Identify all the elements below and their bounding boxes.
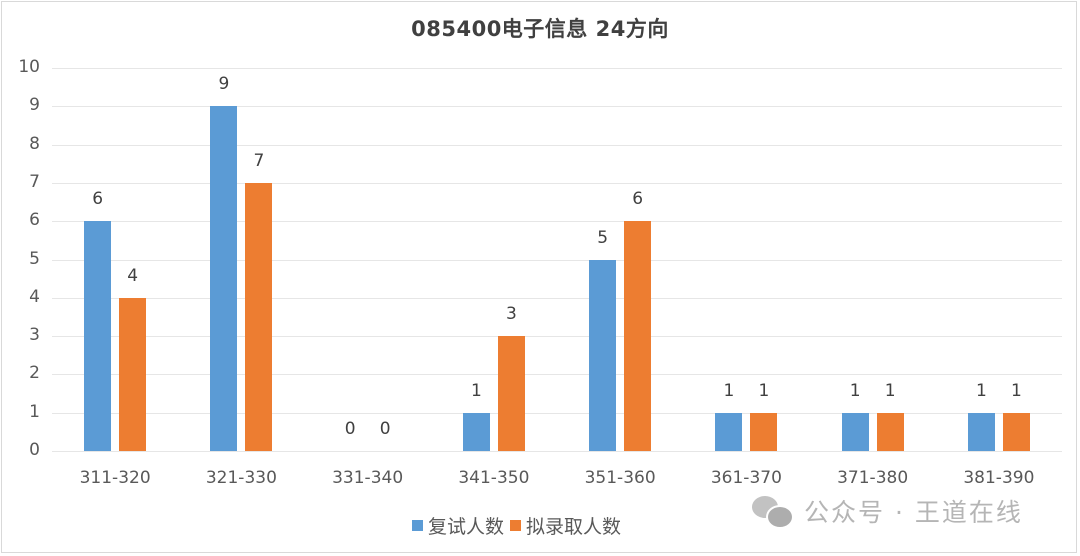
bar-admitted[interactable] [1002, 412, 1030, 451]
gridline [52, 451, 1062, 452]
bar-admitted[interactable] [876, 412, 904, 451]
gridline [52, 221, 1062, 223]
gridline [52, 144, 1062, 146]
plot-area: 0 1 2 3 4 5 6 7 8 9 10 6 4 311-320 9 7 321-330 0 0 331-340 1… [18, 57, 1062, 488]
y-tick-label: 4 [29, 286, 40, 307]
gridline [52, 106, 1062, 108]
data-label: 1 [849, 380, 861, 401]
x-tick-label: 371-380 [837, 468, 909, 488]
data-label: 6 [632, 189, 644, 210]
bar-retest[interactable] [210, 106, 238, 451]
gridline [52, 374, 1062, 376]
y-tick-label: 7 [29, 171, 40, 192]
bar-retest[interactable] [967, 412, 995, 451]
bar-admitted[interactable] [245, 182, 273, 451]
y-tick-label: 6 [29, 210, 40, 231]
x-tick-label: 351-360 [584, 468, 656, 488]
bar-retest[interactable] [715, 412, 743, 451]
bar-admitted[interactable] [624, 221, 652, 451]
data-label: 3 [505, 304, 517, 325]
gridline [52, 412, 1062, 414]
bar-retest[interactable] [841, 412, 869, 451]
bar-admitted[interactable] [497, 336, 525, 451]
data-label: 5 [597, 227, 609, 248]
data-label: 0 [344, 419, 356, 439]
x-tick-label: 381-390 [963, 468, 1035, 488]
gridline [52, 259, 1062, 261]
gridline [52, 68, 1062, 69]
y-tick-label: 9 [29, 95, 40, 116]
legend: 复试人数 拟录取人数 [412, 512, 627, 539]
y-tick-label: 5 [29, 248, 40, 269]
data-label: 0 [379, 419, 391, 439]
x-tick-label: 311-320 [79, 468, 151, 488]
y-tick-label: 10 [18, 57, 40, 77]
data-label: 1 [470, 380, 482, 401]
wechat-icon [752, 494, 796, 529]
legend-item-retest[interactable]: 复试人数 [412, 512, 504, 539]
x-tick-label: 321-330 [205, 468, 277, 488]
y-tick-label: 2 [29, 363, 40, 384]
bar-retest[interactable] [84, 221, 112, 451]
y-tick-label: 0 [29, 440, 40, 460]
y-tick-label: 8 [29, 133, 40, 154]
legend-swatch-blue [412, 520, 423, 531]
data-label: 1 [723, 380, 735, 401]
legend-item-admitted[interactable]: 拟录取人数 [510, 512, 621, 539]
x-tick-label: 341-350 [458, 468, 530, 488]
gridline [52, 182, 1062, 184]
gridline [52, 297, 1062, 299]
chart-title: 085400电子信息 24方向 [411, 17, 669, 41]
bar-admitted[interactable] [750, 412, 778, 451]
legend-label: 拟录取人数 [526, 516, 622, 538]
data-label: 1 [884, 380, 896, 401]
x-tick-label: 331-340 [332, 468, 404, 488]
data-label: 1 [975, 380, 987, 401]
legend-label: 复试人数 [428, 516, 505, 538]
data-label: 6 [92, 189, 104, 210]
bar-retest[interactable] [462, 412, 490, 451]
gridline [52, 336, 1062, 338]
x-tick-label: 361-370 [710, 468, 782, 488]
watermark-text: 公众号 · 王道在线 [804, 498, 1023, 527]
bar-retest[interactable] [589, 259, 617, 451]
watermark: 公众号 · 王道在线 [752, 493, 1023, 529]
y-tick-label: 1 [29, 401, 40, 422]
data-label: 7 [253, 150, 265, 171]
data-label: 4 [127, 265, 139, 286]
data-label: 9 [218, 74, 230, 95]
legend-swatch-orange [510, 520, 522, 531]
data-label: 1 [1010, 380, 1022, 401]
data-label: 1 [758, 380, 770, 401]
y-tick-label: 3 [29, 325, 40, 346]
bar-admitted[interactable] [119, 297, 147, 451]
